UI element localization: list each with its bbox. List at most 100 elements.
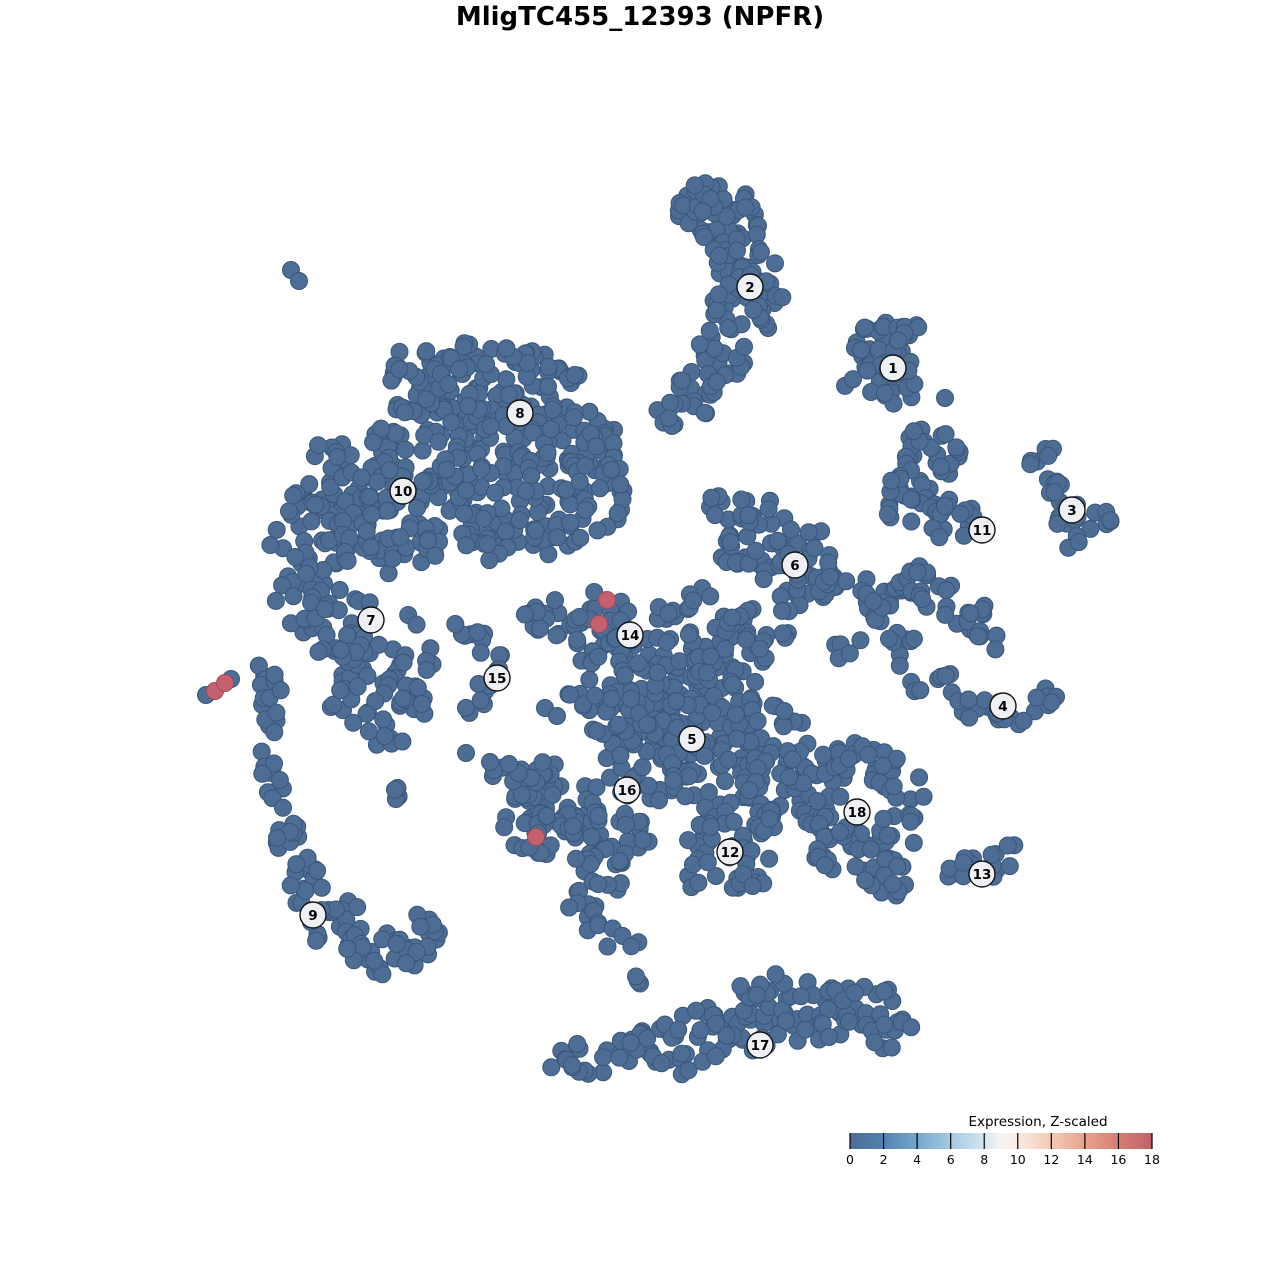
cell-point — [843, 370, 862, 389]
cell-point — [517, 482, 535, 501]
legend-gradient-bar — [850, 1133, 1152, 1149]
cell-point — [610, 852, 629, 870]
cell-point — [721, 533, 740, 552]
cell-point — [391, 528, 410, 547]
cell-point — [851, 631, 870, 650]
cell-point — [594, 1048, 613, 1067]
cell-point — [457, 744, 475, 762]
cell-point — [839, 749, 858, 768]
cell-point — [874, 809, 893, 828]
cell-point — [664, 771, 683, 790]
cell-point — [608, 504, 627, 523]
cell-point — [538, 443, 557, 462]
cluster-points-5 — [559, 579, 827, 832]
cell-point — [659, 604, 678, 623]
cell-point — [1045, 483, 1064, 501]
cell-point — [609, 715, 628, 734]
cell-point — [947, 438, 966, 457]
cell-point — [935, 497, 954, 516]
cell-point — [673, 371, 691, 390]
cell-point — [709, 285, 728, 304]
cell-point — [998, 836, 1017, 855]
highlighted-cell-point — [216, 674, 234, 692]
cluster-label-text: 13 — [973, 867, 992, 883]
cluster-label-15: 15 — [483, 664, 511, 692]
cell-point — [773, 601, 791, 620]
cell-point — [512, 785, 531, 804]
cell-point — [747, 986, 766, 1004]
cell-point — [707, 372, 726, 391]
highlighted-points — [206, 591, 616, 846]
cell-point — [307, 931, 326, 950]
cell-point — [780, 768, 799, 787]
cell-point — [782, 520, 800, 539]
cell-point — [638, 715, 657, 734]
cell-point — [808, 792, 827, 811]
cell-point — [390, 360, 409, 379]
cell-point — [728, 241, 746, 260]
cell-point — [274, 798, 292, 817]
cell-point — [587, 437, 606, 456]
cell-point — [1014, 711, 1033, 730]
cell-point — [732, 490, 751, 509]
cell-point — [378, 501, 397, 520]
cell-point — [271, 681, 290, 700]
cluster-label-18: 18 — [843, 798, 871, 826]
cell-point — [580, 670, 599, 689]
cell-point — [387, 935, 406, 953]
cell-point — [861, 840, 880, 859]
cell-point — [734, 865, 753, 884]
cell-point — [759, 500, 778, 519]
cell-point — [615, 666, 634, 685]
cell-point — [839, 1012, 858, 1031]
legend-tick-label: 10 — [1010, 1152, 1026, 1167]
cell-point — [442, 413, 461, 432]
cell-point — [652, 1054, 671, 1073]
cell-point — [773, 288, 792, 307]
cell-point — [679, 831, 698, 850]
cell-point — [855, 318, 874, 337]
cell-point — [568, 1035, 587, 1053]
cell-point — [691, 1021, 710, 1040]
cell-point — [529, 503, 547, 522]
cell-point — [831, 787, 850, 806]
cell-point — [845, 983, 864, 1002]
cell-point — [710, 246, 729, 265]
cell-point — [856, 871, 875, 890]
cell-point — [411, 917, 430, 936]
cell-point — [746, 541, 765, 560]
cell-point — [454, 337, 473, 356]
cell-point — [297, 564, 316, 583]
cell-point — [560, 898, 579, 917]
cell-point — [546, 591, 564, 610]
cell-point — [805, 539, 824, 558]
cell-point — [908, 563, 927, 582]
cell-point — [548, 707, 566, 725]
cluster-label-3: 3 — [1058, 496, 1086, 524]
cell-point — [986, 640, 1005, 659]
legend-tick-label: 2 — [880, 1152, 888, 1167]
cell-point — [365, 951, 384, 970]
cell-point — [496, 522, 515, 541]
cell-point — [417, 390, 436, 409]
cell-point — [273, 576, 292, 595]
cell-point — [602, 460, 621, 479]
cell-point — [740, 781, 759, 800]
legend-tick-label: 12 — [1043, 1152, 1059, 1167]
cell-point — [716, 772, 734, 791]
cluster-label-text: 3 — [1067, 503, 1076, 519]
cell-point — [727, 729, 746, 748]
cluster-label-text: 4 — [998, 699, 1007, 715]
cell-point — [705, 339, 724, 358]
cell-point — [959, 690, 978, 709]
cell-point — [936, 425, 955, 444]
cell-point — [695, 403, 714, 422]
cell-point — [324, 695, 343, 714]
expression-legend: Expression, Z-scaled 0 2 4 6 8 10 12 14 16 18 — [846, 1114, 1160, 1167]
cell-point — [344, 713, 363, 732]
cell-point — [774, 717, 793, 736]
cluster-points-17 — [542, 965, 921, 1084]
cell-point — [1048, 514, 1067, 533]
cell-point — [904, 422, 923, 441]
cell-point — [875, 384, 894, 403]
